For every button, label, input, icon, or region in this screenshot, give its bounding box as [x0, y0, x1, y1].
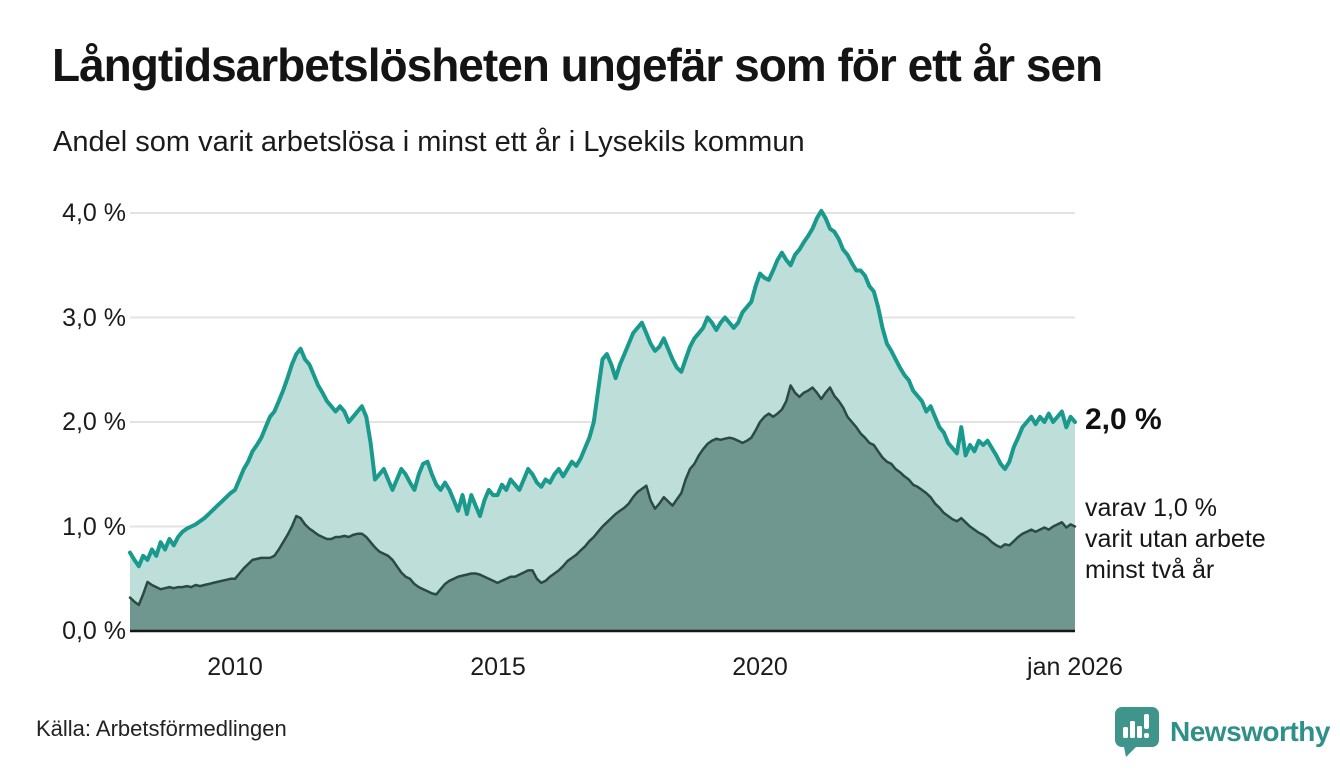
logo-bar-icon	[1137, 726, 1142, 738]
newsworthy-logo: Newsworthy	[1114, 706, 1330, 758]
y-axis-label-2: 2,0 %	[62, 408, 126, 436]
logo-bar-icon	[1123, 727, 1128, 738]
y-axis-label-3: 3,0 %	[62, 303, 126, 332]
latest-value-annotation: 2,0 %	[1085, 403, 1162, 436]
logo-exclamation-icon	[1144, 714, 1149, 729]
y-axis-label-4: 4,0 %	[62, 199, 126, 227]
secondary-series-annotation: varav 1,0 % varit utan arbete minst två …	[1085, 494, 1266, 584]
y-axis-label-1: 1,0 %	[62, 512, 126, 541]
logo-exclamation-icon	[1144, 733, 1149, 738]
source-text: Källa: Arbetsförmedlingen	[36, 716, 287, 741]
x-axis-label-2020: 2020	[732, 653, 788, 681]
chart-subtitle: Andel som varit arbetslösa i minst ett å…	[53, 126, 805, 158]
x-axis-label-jan-2026: jan 2026	[1027, 653, 1123, 681]
y-axis-label-0: 0,0 %	[62, 617, 126, 645]
logo-bar-icon	[1130, 721, 1135, 738]
newsworthy-logo-icon	[1115, 707, 1159, 757]
x-axis-label-2015: 2015	[470, 653, 526, 681]
chart-title: Långtidsarbetslösheten ungefär som för e…	[52, 39, 1103, 91]
newsworthy-wordmark: Newsworthy	[1170, 716, 1330, 747]
x-axis-label-2010: 2010	[207, 653, 263, 681]
